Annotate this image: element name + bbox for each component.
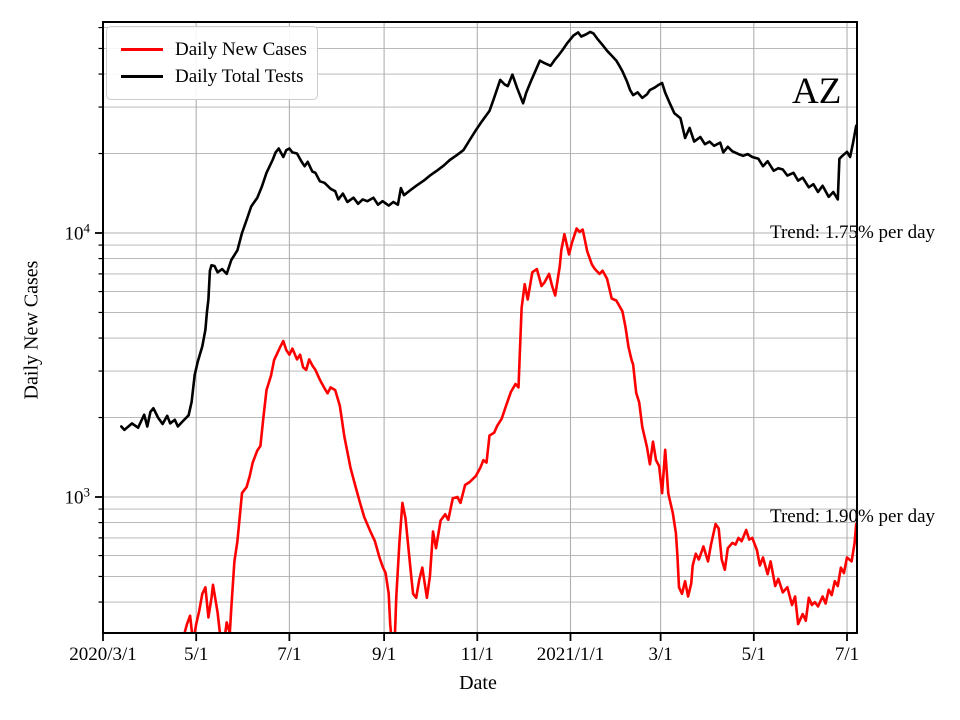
cases-trend-annotation: Trend: 1.90% per day (770, 506, 935, 527)
y-axis-label: Daily New Cases (20, 260, 43, 400)
x-tick-label: 2021/1/1 (536, 644, 605, 665)
tests-line-swatch (121, 75, 163, 78)
state-title: AZ (792, 71, 842, 112)
x-tick-label: 7/1 (834, 644, 860, 665)
legend-item-cases: Daily New Cases (117, 36, 307, 63)
x-tick-label: 5/1 (741, 644, 766, 665)
legend-item-tests: Daily Total Tests (117, 63, 307, 90)
x-tick-label: 7/1 (277, 644, 302, 665)
tests-trend-annotation: Trend: 1.75% per day (770, 222, 935, 243)
legend-label-cases: Daily New Cases (175, 38, 307, 60)
x-tick-label: 5/1 (184, 644, 209, 665)
cases-line-swatch (121, 48, 163, 51)
y-tick-label: 104 (64, 220, 91, 245)
legend: Daily New Cases Daily Total Tests (106, 26, 318, 100)
legend-label-tests: Daily Total Tests (175, 65, 304, 87)
y-tick-label: 103 (64, 484, 91, 509)
x-tick-label: 3/1 (648, 644, 673, 665)
x-tick-label: 11/1 (460, 644, 494, 665)
x-tick-label: 9/1 (371, 644, 397, 665)
x-tick-label: 2020/3/1 (69, 644, 137, 665)
x-axis-label: Date (459, 672, 497, 694)
